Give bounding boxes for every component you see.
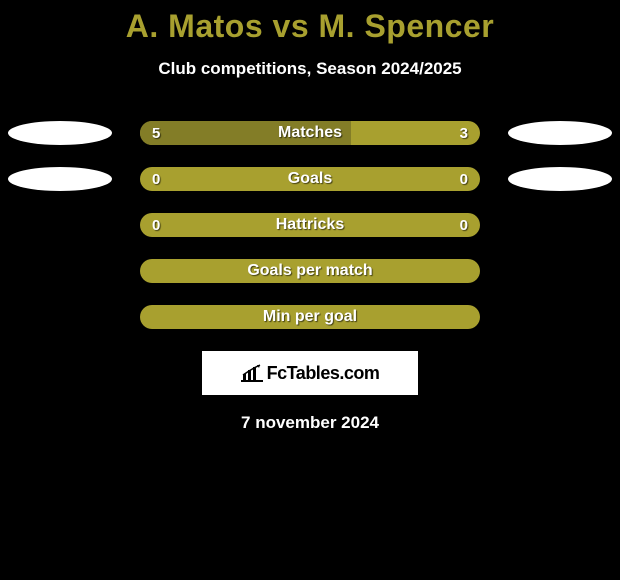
stat-rows: 5 Matches 3 0 Goals 0 0 Hattricks 0 Goals per mat… bbox=[0, 121, 620, 329]
stat-row: 5 Matches 3 bbox=[0, 121, 620, 145]
subtitle: Club competitions, Season 2024/2025 bbox=[0, 59, 620, 79]
stat-row: Min per goal bbox=[0, 305, 620, 329]
stat-label: Matches bbox=[278, 124, 342, 142]
stat-row: 0 Hattricks 0 bbox=[0, 213, 620, 237]
stat-bar: 0 Goals 0 bbox=[140, 167, 480, 191]
stat-label: Hattricks bbox=[276, 216, 344, 234]
stat-left-value: 0 bbox=[152, 217, 160, 234]
logo-box: FcTables.com bbox=[202, 351, 418, 395]
stat-label: Goals per match bbox=[247, 262, 372, 280]
date-label: 7 november 2024 bbox=[0, 413, 620, 433]
player-left-marker bbox=[8, 167, 112, 191]
player-left-marker bbox=[8, 121, 112, 145]
barchart-icon bbox=[241, 364, 263, 382]
stat-label: Min per goal bbox=[263, 308, 357, 326]
stat-right-value: 0 bbox=[460, 217, 468, 234]
player-right-name: M. Spencer bbox=[319, 8, 495, 44]
player-right-marker bbox=[508, 121, 612, 145]
logo-text: FcTables.com bbox=[267, 363, 380, 384]
stat-bar: Min per goal bbox=[140, 305, 480, 329]
stat-right-value: 3 bbox=[460, 125, 468, 142]
player-right-marker bbox=[508, 167, 612, 191]
page-title: A. Matos vs M. Spencer bbox=[0, 8, 620, 45]
stat-bar: 0 Hattricks 0 bbox=[140, 213, 480, 237]
stat-bar: Goals per match bbox=[140, 259, 480, 283]
title-vs: vs bbox=[273, 8, 310, 44]
stat-row: 0 Goals 0 bbox=[0, 167, 620, 191]
stat-label: Goals bbox=[288, 170, 332, 188]
stat-left-value: 5 bbox=[152, 125, 160, 142]
stat-row: Goals per match bbox=[0, 259, 620, 283]
stat-left-value: 0 bbox=[152, 171, 160, 188]
stat-bar: 5 Matches 3 bbox=[140, 121, 480, 145]
player-left-name: A. Matos bbox=[126, 8, 263, 44]
stat-right-value: 0 bbox=[460, 171, 468, 188]
logo: FcTables.com bbox=[241, 363, 380, 384]
comparison-card: A. Matos vs M. Spencer Club competitions… bbox=[0, 0, 620, 433]
